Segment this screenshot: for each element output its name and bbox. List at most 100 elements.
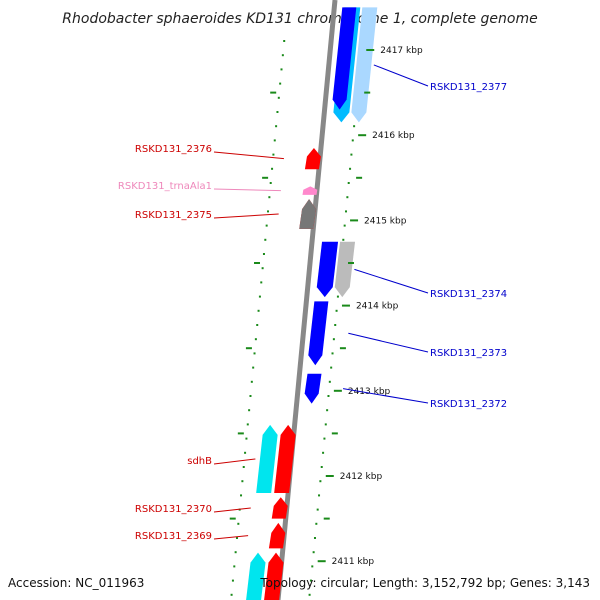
gene-feature <box>304 147 321 170</box>
guide-dot <box>315 522 318 525</box>
guide-dot <box>264 238 267 241</box>
tick-label: 2414 kbp <box>356 302 399 312</box>
label-leader <box>348 332 429 353</box>
accession-text: Accession: NC_011963 <box>8 576 144 590</box>
guide-dot <box>277 96 280 99</box>
label-leader <box>373 64 429 87</box>
gene-cds-feature <box>351 7 378 123</box>
guide-dot <box>320 466 323 468</box>
guide-dot <box>328 380 331 383</box>
gene-cds-feature <box>246 552 266 600</box>
guide-dot <box>318 494 321 497</box>
guide-dot <box>319 480 322 483</box>
guide-dot <box>346 196 349 199</box>
gene-feature <box>304 373 322 404</box>
guide-dot <box>275 125 278 128</box>
guide-dot <box>246 423 249 426</box>
gene-label: RSKD131_2373 <box>430 348 507 359</box>
guide-dot <box>230 593 233 596</box>
guide-dot <box>308 593 311 596</box>
label-leader <box>213 458 256 465</box>
guide-dot <box>234 551 237 554</box>
guide-dot <box>323 437 326 440</box>
guide-dot <box>233 565 236 568</box>
gene-feature <box>302 186 318 195</box>
tick-label: 2411 kbp <box>332 557 375 567</box>
guide-dot <box>322 451 325 454</box>
guide-dot <box>242 466 245 468</box>
guide-dot <box>351 139 354 142</box>
guide-dot <box>316 508 319 511</box>
gene-label: RSKD131_2375 <box>135 210 212 221</box>
guide-dot <box>349 167 352 170</box>
guide-dot <box>248 409 251 412</box>
gene-feature <box>316 241 339 298</box>
gene-features <box>246 7 378 600</box>
gene-feature <box>308 301 329 366</box>
label-leader <box>213 535 249 540</box>
label-leader <box>213 213 279 219</box>
guide-dot <box>268 196 271 199</box>
guide-dot <box>235 537 238 539</box>
guide-dot <box>313 537 316 539</box>
guide-dot <box>353 125 356 128</box>
guide-dot <box>273 139 276 142</box>
guide-dot <box>331 352 334 355</box>
guide-dot <box>237 522 240 525</box>
guide-dot <box>265 224 268 227</box>
gene-label: RSKD131_2374 <box>430 289 507 300</box>
gene-labels: RSKD131_2377 RSKD131_2376 RSKD131_trnaAla1… <box>118 64 507 542</box>
scale-ticks: 2417 kbp 2416 kbp 2415 kbp 2414 kbp 2413 kbp… <box>229 46 423 567</box>
guide-dot <box>267 210 270 213</box>
guide-dot <box>309 579 312 582</box>
guide-dot <box>336 295 339 298</box>
tick-label: 2413 kbp <box>348 387 391 397</box>
guide-dot <box>324 423 327 426</box>
guide-dot <box>271 167 274 170</box>
tick-label: 2417 kbp <box>380 46 423 56</box>
guide-dot <box>272 153 275 156</box>
guide-dot <box>332 338 335 341</box>
gene-label: RSKD131_2370 <box>135 504 212 515</box>
guide-dot <box>240 494 243 497</box>
gene-label: sdhB <box>187 456 212 467</box>
guide-dot <box>350 153 353 156</box>
gene-feature <box>268 522 286 549</box>
guide-dot <box>343 224 346 227</box>
guide-dot <box>347 182 350 184</box>
gene-feature <box>332 7 357 110</box>
guide-dot <box>258 295 261 298</box>
guide-dot <box>256 324 259 326</box>
guide-dot <box>281 54 284 57</box>
tick-label: 2416 kbp <box>372 131 415 141</box>
gene-feature <box>299 199 317 229</box>
guide-dot <box>283 40 286 42</box>
gene-feature <box>274 424 296 494</box>
backbone-line <box>275 0 338 600</box>
gene-cds-feature <box>334 241 356 298</box>
guide-dot <box>253 352 256 355</box>
guide-dot <box>261 267 264 270</box>
guide-dot <box>334 324 337 326</box>
guide-dot <box>262 253 265 255</box>
guide-dot <box>279 82 282 85</box>
tick-label: 2412 kbp <box>340 472 383 482</box>
guide-dot <box>231 579 234 582</box>
guide-dot <box>345 210 348 213</box>
guide-dot <box>311 565 314 568</box>
gene-label: RSKD131_2369 <box>135 531 212 542</box>
guide-dot <box>257 309 260 312</box>
guide-dot <box>249 395 252 397</box>
guide-dot <box>335 309 338 312</box>
guide-dot <box>254 338 257 341</box>
guide-dot <box>260 281 263 284</box>
guide-dot <box>280 68 283 71</box>
guide-dot <box>245 437 248 440</box>
guide-dot <box>327 395 330 397</box>
tick-label: 2415 kbp <box>364 216 407 226</box>
guide-dot <box>244 451 247 454</box>
guide-dot <box>241 480 244 483</box>
genome-summary-text: Topology: circular; Length: 3,152,792 bp… <box>259 576 590 590</box>
guide-dot <box>330 366 333 369</box>
